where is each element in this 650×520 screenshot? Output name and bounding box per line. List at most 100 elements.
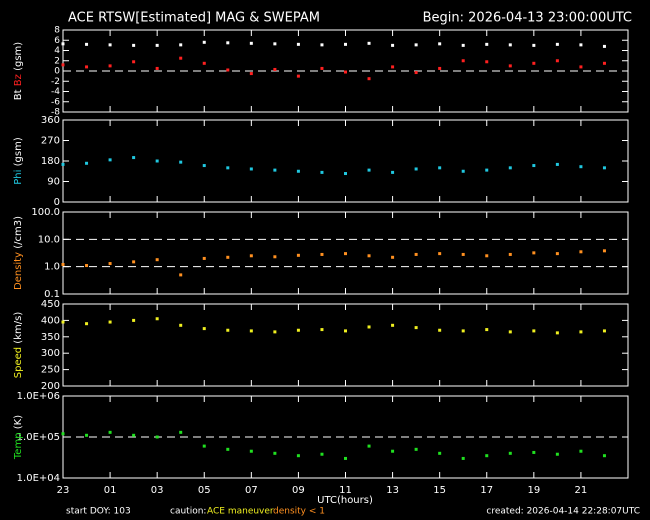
y-tick-label: 0 <box>54 67 60 77</box>
data-point <box>508 64 512 68</box>
x-tick-label: 19 <box>527 485 540 496</box>
data-point <box>320 328 324 332</box>
data-point <box>61 42 65 46</box>
created-time: created: 2026-04-14 22:28:07UTC <box>486 507 640 517</box>
x-tick-label: 03 <box>151 485 164 496</box>
data-point <box>579 43 583 47</box>
data-point <box>61 320 65 324</box>
y-label-unit: (gsm) <box>13 137 24 166</box>
y-tick-label: 350 <box>41 332 60 343</box>
y-tick-label: -6 <box>51 97 60 107</box>
data-point <box>579 449 583 453</box>
data-point <box>320 170 324 174</box>
data-point <box>132 156 136 160</box>
data-point <box>202 40 206 44</box>
data-point <box>132 433 136 437</box>
data-point <box>273 330 277 334</box>
data-point <box>391 170 395 174</box>
data-point <box>296 42 300 46</box>
data-point <box>555 42 559 46</box>
y-axis-label: Speed (km/s) <box>13 312 24 379</box>
data-point <box>532 61 536 65</box>
data-point <box>132 260 136 264</box>
data-point <box>249 449 253 453</box>
data-point <box>108 262 112 266</box>
x-tick-label: 21 <box>575 485 588 496</box>
data-point <box>555 452 559 456</box>
begin-time: Begin: 2026-04-13 23:00:00UTC <box>423 11 632 26</box>
y-tick-label: 2 <box>54 56 60 66</box>
data-point <box>296 328 300 332</box>
data-point <box>602 249 606 253</box>
data-point <box>461 329 465 333</box>
data-point <box>485 42 489 46</box>
y-tick-label: 100.0 <box>31 207 60 218</box>
data-point <box>61 162 65 166</box>
data-point <box>414 326 418 330</box>
data-point <box>108 158 112 162</box>
y-tick-label: 270 <box>41 136 60 147</box>
y-tick-label: 450 <box>41 299 60 310</box>
y-label-unit: (/cm3) <box>13 216 24 249</box>
data-point <box>249 167 253 171</box>
data-point <box>367 168 371 172</box>
data-point <box>461 59 465 63</box>
data-point <box>391 65 395 69</box>
y-tick-label: 200 <box>41 381 60 392</box>
data-point <box>579 250 583 254</box>
data-point <box>226 255 230 259</box>
data-point <box>602 61 606 65</box>
data-point <box>296 74 300 78</box>
data-point <box>202 327 206 331</box>
y-axis-label: Density (/cm3) <box>13 216 24 290</box>
y-tick-label: 300 <box>41 348 60 359</box>
data-point <box>202 164 206 168</box>
x-tick-label: 05 <box>198 485 211 496</box>
data-point <box>202 256 206 260</box>
y-label-series: Bt <box>13 89 24 100</box>
y-label-series: Speed <box>13 347 24 378</box>
data-point <box>155 317 159 321</box>
data-point <box>555 162 559 166</box>
y-tick-label: 8 <box>54 26 60 36</box>
data-point <box>414 71 418 75</box>
data-point <box>602 166 606 170</box>
data-point <box>226 447 230 451</box>
data-point <box>61 432 65 436</box>
data-point <box>367 77 371 81</box>
y-tick-label: 0 <box>54 197 60 208</box>
y-tick-label: -2 <box>51 77 60 87</box>
data-point <box>438 166 442 170</box>
y-tick-label: 180 <box>41 156 60 167</box>
y-tick-label: 1.0 <box>44 262 60 273</box>
data-point <box>108 43 112 47</box>
y-label-series: Phi <box>13 170 24 185</box>
y-axis-label: Phi (gsm) <box>13 137 24 185</box>
y-tick-label: 360 <box>41 115 60 126</box>
data-point <box>108 64 112 68</box>
data-point <box>344 70 347 74</box>
data-point <box>508 43 512 47</box>
data-point <box>344 172 347 176</box>
y-tick-label: -8 <box>51 108 60 118</box>
data-point <box>532 251 536 255</box>
data-point <box>132 60 136 64</box>
data-point <box>391 255 395 259</box>
y-tick-label: 10.0 <box>38 234 60 245</box>
data-point <box>179 160 183 164</box>
data-point <box>320 452 324 456</box>
y-tick-label: 250 <box>41 365 60 376</box>
y-tick-label: 6 <box>54 36 60 46</box>
y-label-unit: (K) <box>13 415 24 429</box>
data-point <box>155 66 159 70</box>
data-point <box>438 451 442 455</box>
data-point <box>155 435 159 439</box>
data-point <box>226 328 230 332</box>
data-point <box>485 254 489 258</box>
x-tick-label: 15 <box>433 485 446 496</box>
data-point <box>249 72 253 76</box>
data-point <box>555 59 559 63</box>
data-point <box>344 252 347 256</box>
